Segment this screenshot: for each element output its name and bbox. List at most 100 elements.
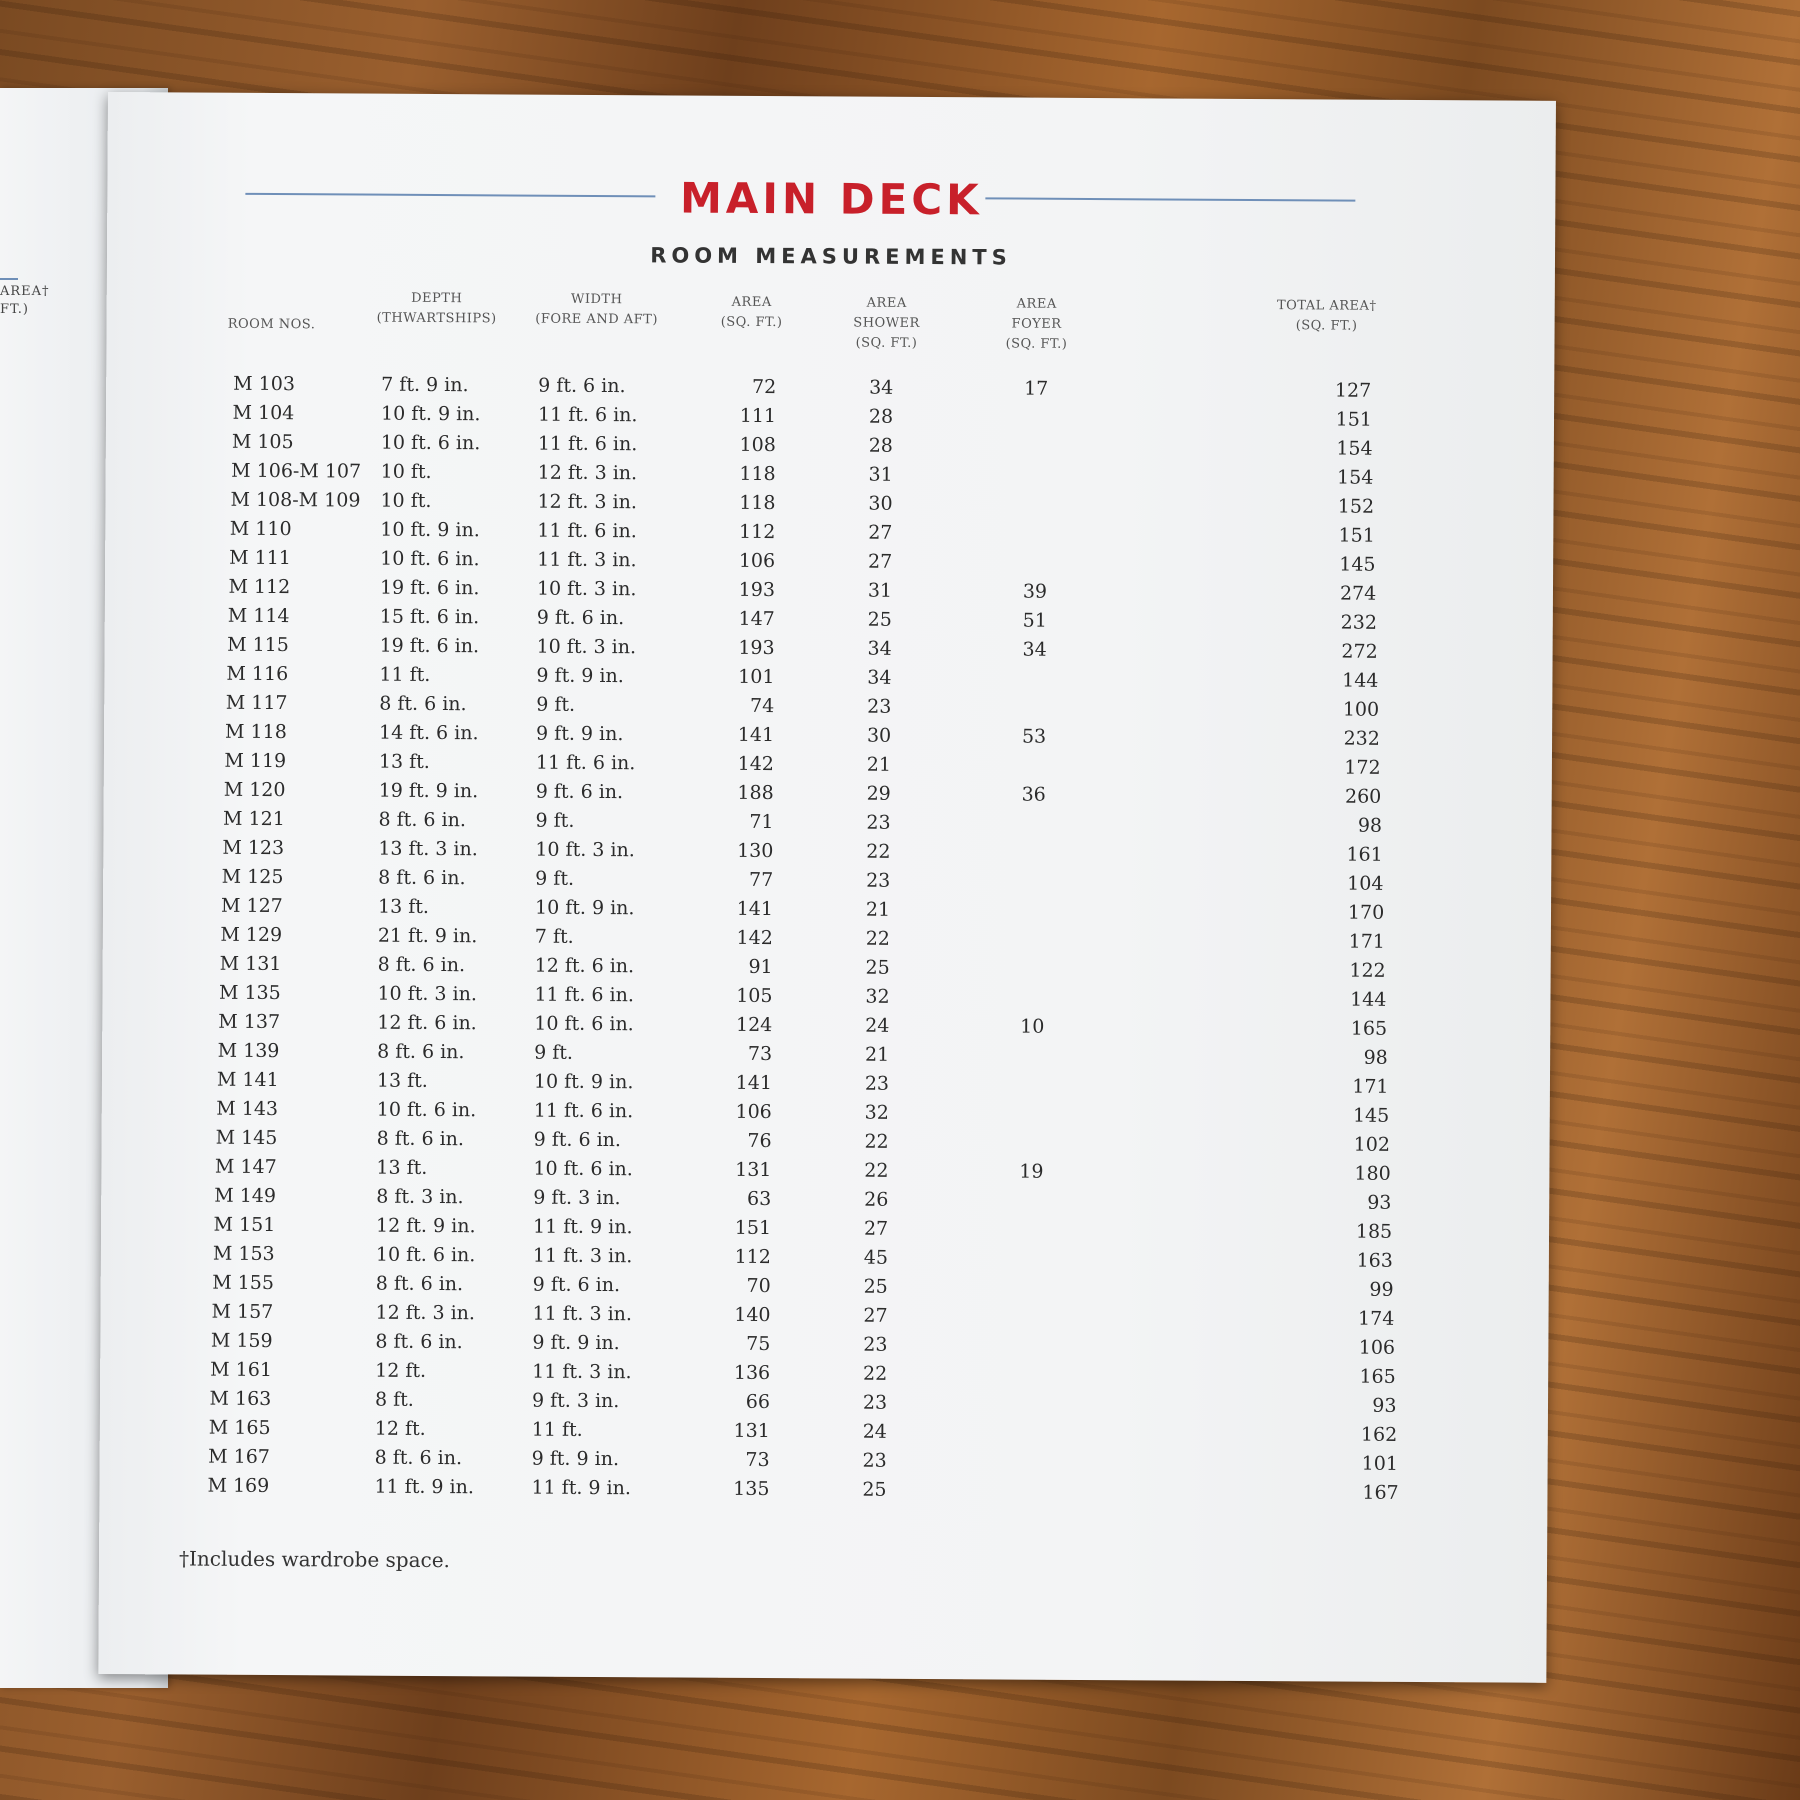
header-area-foyer: AREA FOYER (SQ. FT.) (986, 294, 1086, 355)
cell-area: 130 (737, 839, 774, 863)
cell-shower: 30 (866, 724, 892, 747)
cell-shower: 27 (863, 1217, 889, 1240)
cell-width: 9 ft. 6 in. (533, 1128, 622, 1152)
cell-room: M 106-M 107 (231, 459, 362, 483)
cell-width: 10 ft. 3 in. (536, 577, 637, 601)
cell-foyer: 51 (1022, 609, 1047, 632)
cell-area: 141 (736, 897, 774, 921)
cell-width: 11 ft. 3 in. (537, 548, 637, 572)
cell-foyer: 36 (1021, 783, 1046, 806)
cell-area: 111 (739, 404, 777, 428)
cell-shower: 28 (868, 405, 894, 428)
cell-room: M 104 (232, 401, 295, 425)
cell-shower: 22 (864, 1130, 889, 1153)
cell-width: 11 ft. 9 in. (531, 1476, 632, 1500)
header-line: DEPTH (411, 290, 463, 307)
cell-depth: 13 ft. (376, 1156, 428, 1179)
cell-depth: 10 ft. 6 in. (380, 431, 481, 455)
cell-total: 172 (1344, 756, 1381, 779)
cell-foyer: 19 (1019, 1160, 1044, 1183)
cell-total: 171 (1352, 1075, 1389, 1098)
cell-width: 9 ft. (535, 867, 575, 890)
cell-shower: 23 (864, 1072, 890, 1095)
cell-foyer: 17 (1024, 377, 1049, 400)
cell-area: 112 (738, 520, 776, 544)
cell-total: 98 (1363, 1046, 1388, 1069)
cell-width: 11 ft. 6 in. (537, 432, 638, 456)
cell-depth: 8 ft. 6 in. (375, 1330, 463, 1354)
cell-width: 11 ft. 6 in. (537, 519, 637, 543)
cell-width: 12 ft. 3 in. (537, 461, 638, 485)
cell-width: 10 ft. 9 in. (534, 896, 635, 920)
cell-width: 11 ft. 6 in. (534, 983, 635, 1007)
cell-room: M 135 (218, 981, 281, 1005)
header-line: FOYER (1011, 316, 1062, 332)
cell-room: M 143 (216, 1097, 279, 1121)
cell-area: 188 (737, 781, 774, 805)
cell-width: 9 ft. 9 in. (536, 722, 624, 746)
cell-width: 11 ft. 3 in. (532, 1244, 633, 1268)
cell-total: 106 (1358, 1336, 1396, 1359)
cell-shower: 34 (867, 637, 892, 660)
cell-area: 106 (735, 1100, 772, 1124)
cell-depth: 13 ft. (377, 895, 430, 918)
cell-width: 9 ft. (534, 1041, 574, 1064)
cell-total: 272 (1341, 640, 1378, 663)
cell-total: 151 (1338, 524, 1375, 547)
cell-room: M 108-M 109 (230, 488, 361, 512)
cell-depth: 11 ft. 9 in. (374, 1475, 475, 1499)
cell-width: 9 ft. 6 in. (535, 780, 624, 804)
cell-width: 9 ft. 6 in. (532, 1273, 621, 1297)
cell-width: 9 ft. 3 in. (533, 1186, 621, 1210)
header-room-nos: ROOM NOS. (227, 316, 316, 333)
header-line: (SQ. FT.) (1005, 336, 1068, 352)
cell-area: 74 (750, 694, 775, 718)
cell-room: M 139 (217, 1039, 280, 1063)
cell-area: 71 (749, 810, 774, 834)
cell-shower: 24 (865, 1014, 890, 1037)
cell-width: 10 ft. 3 in. (535, 838, 635, 862)
cell-room: M 155 (212, 1271, 275, 1295)
cell-depth: 14 ft. 6 in. (379, 721, 479, 745)
cell-total: 99 (1369, 1278, 1394, 1301)
cell-total: 174 (1357, 1307, 1395, 1330)
cell-total: 232 (1340, 611, 1378, 634)
cell-total: 145 (1339, 553, 1376, 576)
header-line: AREA (866, 295, 907, 311)
cell-room: M 121 (222, 807, 285, 831)
cell-shower: 22 (864, 1159, 889, 1182)
cell-shower: 21 (864, 1043, 890, 1066)
left-page-header-fragment: AREA† (0, 284, 50, 299)
cell-depth: 8 ft. 6 in. (375, 1272, 464, 1296)
cell-area: 147 (738, 607, 775, 631)
cell-room: M 161 (210, 1358, 273, 1382)
cell-shower: 23 (862, 1449, 887, 1472)
cell-total: 165 (1350, 1017, 1388, 1040)
cell-room: M 111 (229, 546, 291, 570)
cell-total: 144 (1342, 669, 1379, 692)
cell-width: 12 ft. 6 in. (534, 954, 635, 978)
cell-area: 75 (746, 1332, 771, 1356)
cell-depth: 8 ft. 6 in. (376, 1127, 465, 1151)
cell-depth: 13 ft. (378, 750, 430, 773)
cell-total: 165 (1359, 1365, 1396, 1388)
cell-width: 9 ft. 6 in. (536, 606, 625, 630)
cell-foyer: 53 (1021, 725, 1047, 748)
cell-area: 101 (738, 665, 775, 689)
cell-width: 11 ft. (531, 1418, 583, 1441)
cell-room: M 167 (208, 1445, 270, 1469)
cell-total: 162 (1360, 1423, 1398, 1446)
cell-shower: 34 (869, 376, 894, 399)
cell-area: 140 (734, 1303, 771, 1327)
cell-shower: 25 (867, 608, 892, 631)
cell-area: 63 (746, 1187, 772, 1211)
cell-area: 131 (735, 1158, 772, 1182)
cell-room: M 119 (224, 749, 287, 773)
cell-room: M 125 (221, 865, 284, 889)
cell-foyer: 39 (1022, 580, 1048, 603)
cell-shower: 30 (868, 492, 893, 515)
header-line: (FORE AND AFT) (535, 311, 658, 328)
header-depth: DEPTH (THWARTSHIPS) (362, 289, 512, 330)
cell-foyer: 10 (1020, 1015, 1045, 1038)
cell-area: 124 (735, 1013, 773, 1037)
